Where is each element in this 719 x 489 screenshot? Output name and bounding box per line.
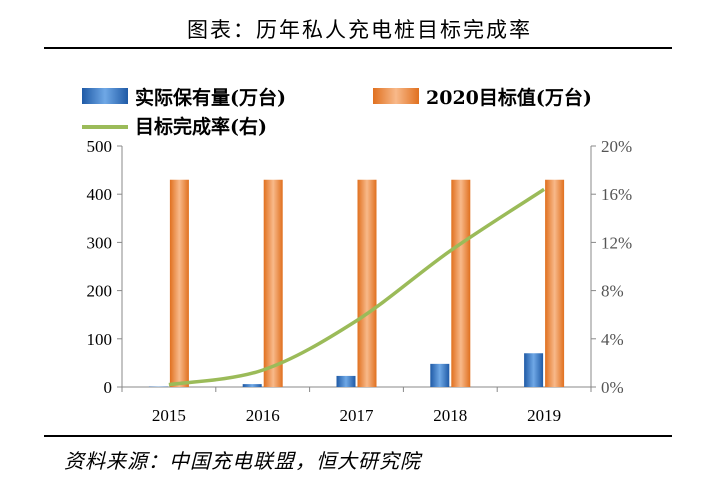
right-axis-ticks: 0% 4% 8% 12% 16% 20% — [591, 137, 632, 397]
chart-area: 实际保有量(万台) 2020目标值(万台) 目标完成率(右) 0 100 200 30… — [82, 86, 632, 425]
title-divider — [44, 47, 672, 49]
bar-actual — [430, 363, 450, 387]
x-tick-label: 2015 — [152, 406, 186, 425]
bar-target — [451, 179, 471, 387]
legend-label-rate: 目标完成率(右) — [135, 115, 267, 138]
legend-swatch-target — [373, 88, 419, 104]
left-tick-label: 0 — [104, 378, 113, 397]
x-tick-label: 2017 — [340, 406, 375, 425]
right-tick-label: 12% — [601, 233, 632, 252]
x-tick-label: 2019 — [527, 406, 561, 425]
x-tick-label: 2018 — [433, 406, 467, 425]
bar-target — [545, 179, 565, 387]
right-tick-label: 4% — [601, 330, 624, 349]
left-tick-label: 500 — [87, 137, 113, 156]
left-tick-label: 300 — [87, 233, 113, 252]
left-tick-label: 100 — [87, 330, 113, 349]
rate-line — [168, 187, 546, 387]
bar-target — [169, 179, 189, 387]
bar-actual — [336, 375, 356, 387]
left-tick-label: 400 — [87, 185, 113, 204]
x-axis-ticks: 2015 2016 2017 2018 2019 — [121, 387, 592, 425]
right-tick-label: 16% — [601, 185, 632, 204]
right-tick-label: 8% — [601, 282, 624, 301]
bar-actual — [524, 353, 544, 387]
source-divider — [44, 435, 672, 437]
legend-swatch-actual — [82, 88, 128, 104]
bar-target — [357, 179, 377, 387]
legend-label-target: 2020目标值(万台) — [426, 86, 592, 109]
right-tick-label: 0% — [601, 378, 624, 397]
chart-title: 图表：历年私人充电桩目标完成率 — [187, 18, 532, 42]
left-tick-label: 200 — [87, 282, 113, 301]
right-tick-label: 20% — [601, 137, 632, 156]
bars — [148, 179, 565, 387]
legend-label-actual: 实际保有量(万台) — [135, 86, 286, 109]
bar-target — [263, 179, 283, 387]
left-axis-ticks: 0 100 200 300 400 500 — [87, 137, 122, 397]
legend: 实际保有量(万台) 2020目标值(万台) 目标完成率(右) — [82, 86, 592, 138]
bar-actual — [242, 384, 262, 387]
source-note: 资料来源：中国充电联盟，恒大研究院 — [64, 449, 421, 473]
x-tick-label: 2016 — [246, 406, 280, 425]
rate-line-path — [168, 187, 546, 387]
